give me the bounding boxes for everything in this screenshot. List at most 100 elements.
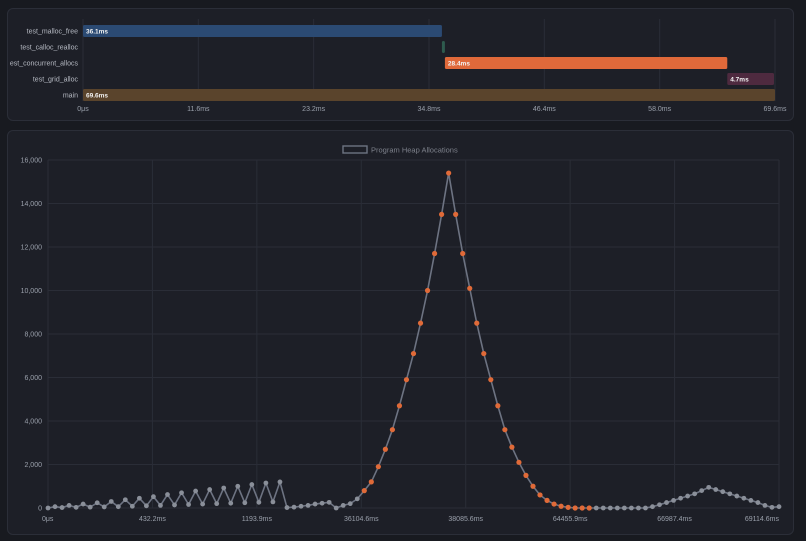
heap-data-point [621,505,627,511]
heap-data-point [389,427,396,433]
heap-data-point [319,500,325,506]
heap-data-point [144,503,149,509]
heap-y-tick-label: 2,000 [24,462,42,469]
heap-data-point [572,505,578,511]
timeline-panel: 0μs 11.6ms 23.2ms 34.8ms 46.4ms 58.0ms 69.6ms t… [7,8,794,121]
heap-data-point [488,377,494,383]
heap-data-point [671,497,676,503]
heap-data-point [593,505,599,511]
timeline-bar-label: 36.1ms [86,28,108,35]
heap-data-point [495,403,501,409]
heap-data-point [734,493,740,499]
heap-data-point [284,505,290,510]
heap-y-tick-label: 0 [38,506,42,513]
heap-data-point [396,403,403,409]
heap-y-tick-label: 16,000 [21,158,43,165]
heap-data-point [516,459,522,465]
heap-data-point [741,495,747,501]
heap-data-point [235,483,241,489]
heap-data-point [509,444,515,450]
timeline-row-label: est_concurrent_allocs [10,61,79,68]
heap-data-point [122,497,128,503]
heap-data-point [256,499,262,505]
timeline-row-label: test_grid_alloc [33,77,79,84]
heap-data-point [87,504,93,510]
heap-x-tick-label: 36104.6ms [344,516,379,523]
heap-data-point [474,320,480,326]
heap-data-point [165,492,170,497]
heap-y-tick-label: 12,000 [21,245,43,252]
heap-x-tick-label: 69114.6ms [745,516,780,523]
heap-data-point [361,488,367,494]
heap-y-tick-label: 8,000 [24,332,42,339]
timeline-chart: 0μs 11.6ms 23.2ms 34.8ms 46.4ms 58.0ms 69.6ms t… [10,19,787,113]
heap-chart-panel: 0 2,000 4,000 6,000 8,000 10,000 12,000 14,000 1… [7,130,794,535]
timeline-x-tick-label: 69.6ms [764,106,787,113]
heap-chart: 0 2,000 4,000 6,000 8,000 10,000 12,000 14,000 1… [21,145,782,523]
timeline-x-tick-label: 23.2ms [302,106,325,113]
timeline-bar-label: 69.6ms [86,92,108,99]
heap-data-point [249,482,255,487]
heap-data-point [636,505,641,511]
heap-data-point [460,250,466,257]
heap-data-point [558,503,564,509]
heap-data-point [115,504,121,510]
heap-x-tick-label: 66987.4ms [657,516,692,523]
heap-x-tick-label: 1193.9ms [242,516,273,523]
heap-data-point [565,504,571,510]
timeline-row-label: test_malloc_free [27,29,78,36]
heap-data-point [713,487,719,492]
heap-data-point [776,504,782,510]
heap-data-point [333,505,339,511]
legend-label: Program Heap Allocations [371,146,458,155]
heap-data-point [614,505,620,511]
heap-x-tick-label: 38085.6ms [448,516,483,523]
heap-data-point [193,488,199,494]
timeline-x-tick-label: 11.6ms [187,106,210,113]
heap-data-point [270,499,276,505]
heap-data-point [298,503,304,509]
heap-data-point [291,504,297,510]
heap-data-point [158,502,163,508]
heap-data-point [214,501,220,507]
heap-data-point [439,211,445,217]
heap-data-point [207,487,213,492]
heap-data-point [453,211,459,217]
heap-data-point [523,472,529,478]
heap-data-point [136,495,142,501]
timeline-x-tick-label: 0μs [77,106,89,113]
heap-series-line [47,172,780,509]
timeline-bar [83,89,775,101]
heap-data-point [467,285,473,291]
heap-data-point [59,505,65,510]
heap-data-point [544,497,550,503]
heap-data-point [347,501,353,507]
heap-data-point [277,479,283,485]
heap-data-point [172,502,177,508]
heap-data-point [769,504,775,510]
heap-data-point [664,500,669,505]
heap-data-point [551,501,557,507]
heap-data-point [579,505,585,511]
heap-data-point [179,490,184,496]
heap-x-tick-label: 64455.9ms [553,516,588,523]
heap-data-point [410,350,417,357]
heap-data-point [678,495,683,501]
timeline-row-label: test_calloc_realloc [20,45,78,52]
timeline-bar [444,57,728,69]
heap-data-point [375,464,381,470]
timeline-x-tick-label: 46.4ms [533,106,556,113]
heap-data-point [263,480,269,486]
heap-data-point [537,492,543,498]
heap-y-tick-label: 4,000 [24,419,42,426]
heap-data-point [727,491,733,497]
heap-y-tick-label: 10,000 [21,288,43,295]
timeline-x-tick-label: 58.0ms [648,106,671,113]
heap-data-point [643,505,648,511]
heap-data-point [706,484,712,490]
heap-data-point [73,504,79,510]
heap-data-point [762,502,768,508]
heap-data-point [340,502,346,508]
heap-data-point [45,505,51,511]
heap-data-point [417,320,424,326]
